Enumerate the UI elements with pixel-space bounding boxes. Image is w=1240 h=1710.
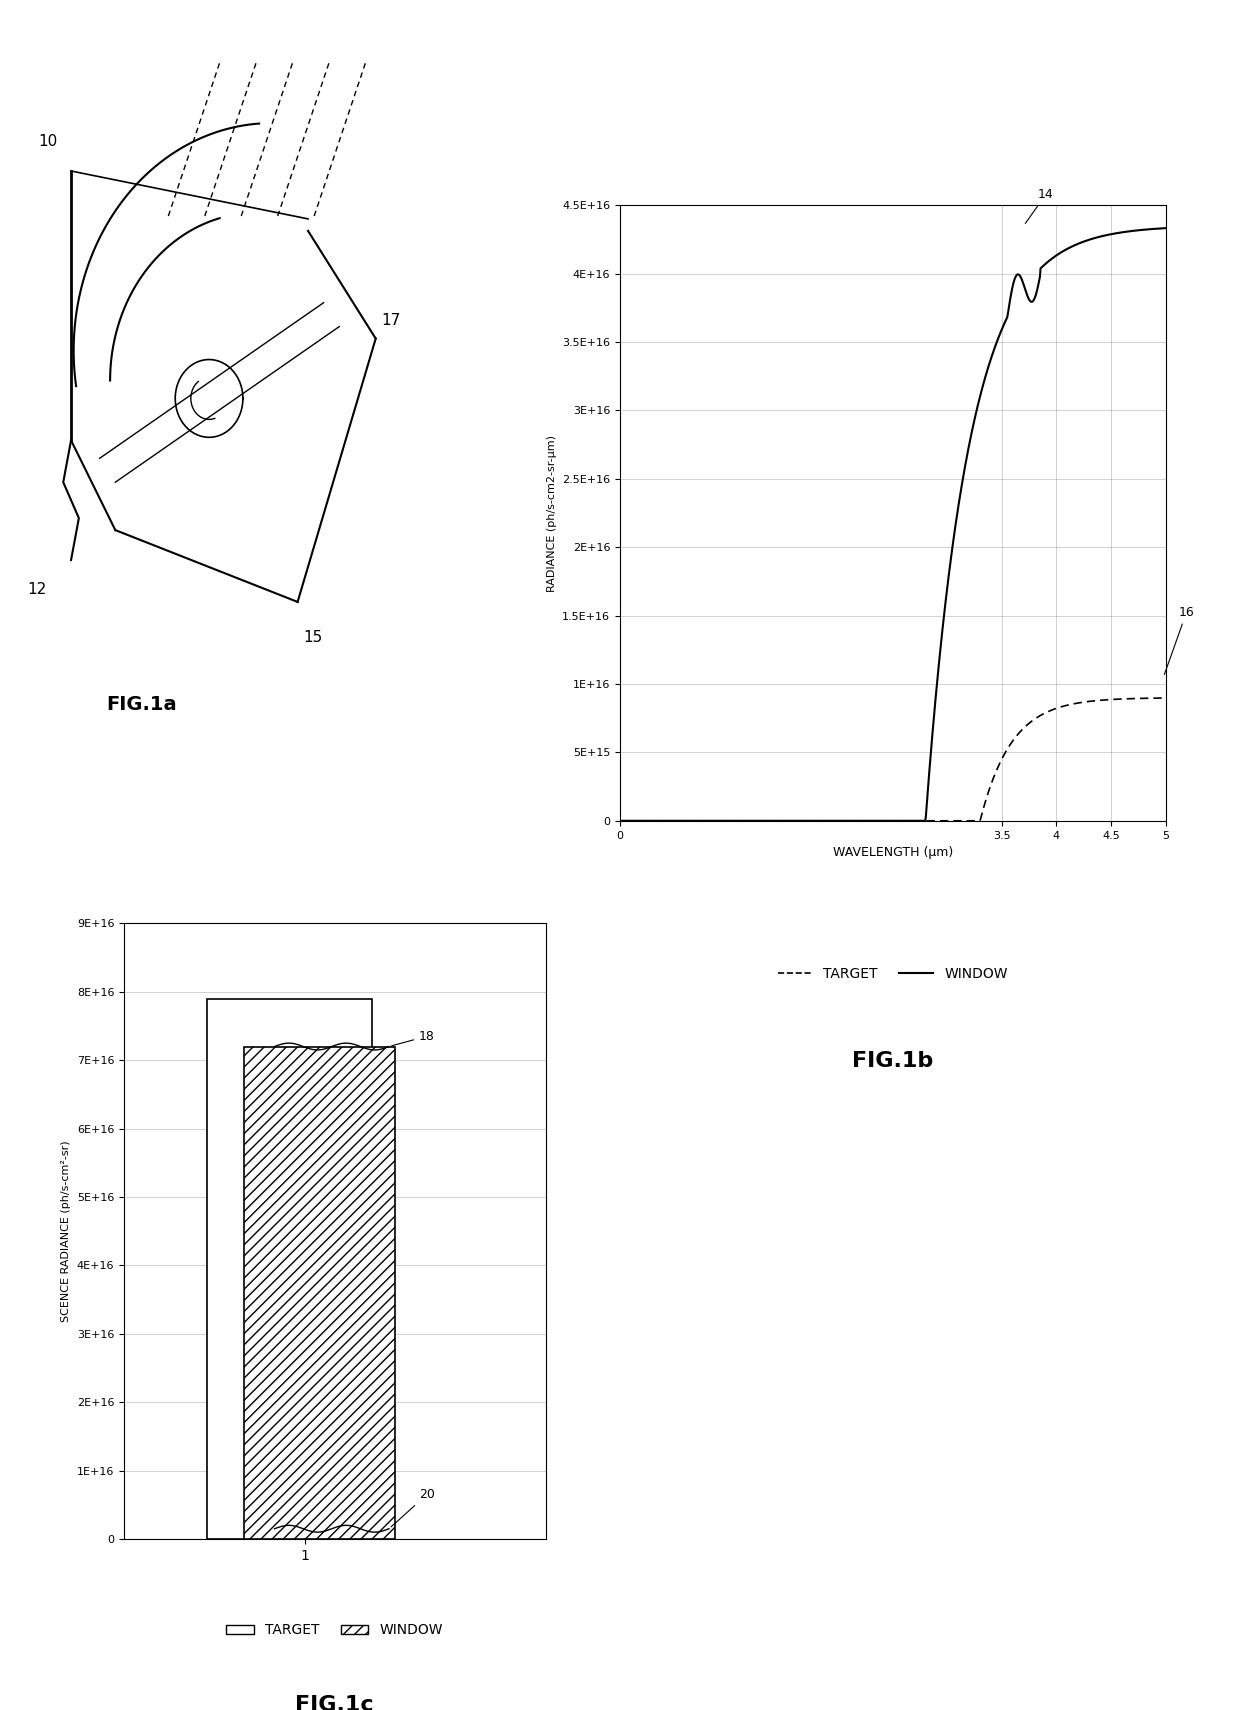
Y-axis label: SCENCE RADIANCE (ph/s-cm²-sr): SCENCE RADIANCE (ph/s-cm²-sr) bbox=[61, 1141, 71, 1322]
Text: 16: 16 bbox=[1164, 605, 1194, 674]
Legend: TARGET, WINDOW: TARGET, WINDOW bbox=[221, 1618, 449, 1643]
Text: 18: 18 bbox=[392, 1029, 435, 1047]
Text: FIG.1b: FIG.1b bbox=[852, 1052, 934, 1070]
Text: FIG.1a: FIG.1a bbox=[107, 694, 176, 713]
Bar bbox=[207, 999, 372, 1539]
Legend: TARGET, WINDOW: TARGET, WINDOW bbox=[773, 961, 1013, 987]
Text: FIG.1c: FIG.1c bbox=[295, 1695, 374, 1710]
Text: 20: 20 bbox=[391, 1488, 435, 1527]
Bar bbox=[244, 1047, 396, 1539]
X-axis label: WAVELENGTH (μm): WAVELENGTH (μm) bbox=[833, 846, 952, 858]
Text: 15: 15 bbox=[304, 631, 322, 645]
Text: 14: 14 bbox=[1025, 188, 1054, 224]
Text: 12: 12 bbox=[27, 583, 47, 597]
Y-axis label: RADIANCE (ph/s-cm2-sr-μm): RADIANCE (ph/s-cm2-sr-μm) bbox=[547, 434, 557, 592]
Text: 10: 10 bbox=[38, 133, 57, 149]
Text: 17: 17 bbox=[382, 313, 401, 328]
